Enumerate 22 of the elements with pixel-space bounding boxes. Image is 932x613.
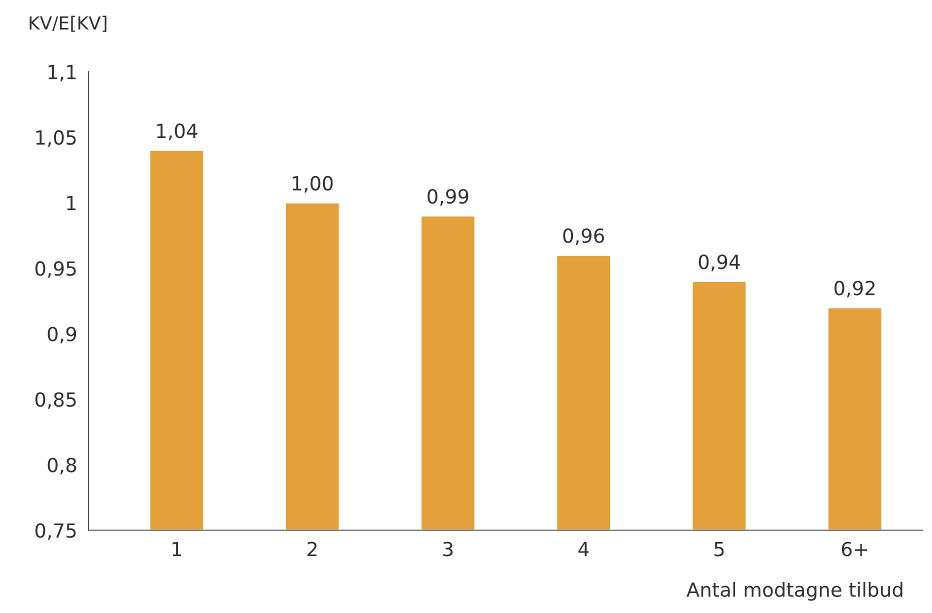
data-label: 0,92	[834, 280, 875, 298]
y-tick-label: 1,1	[48, 64, 76, 82]
x-tick-label: 4	[578, 542, 589, 556]
x-tick-label: 5	[714, 542, 724, 556]
y-tick-label: 0,95	[35, 261, 76, 278]
data-label: 0,94	[698, 254, 740, 272]
y-tick-label: 0,75	[35, 523, 76, 540]
y-axis-title: KV/E[KV]	[30, 16, 106, 32]
x-tick-label: 3	[443, 542, 453, 556]
x-tick-label: 1	[172, 542, 182, 556]
y-tick-label: 0,9	[48, 326, 76, 344]
data-label: 1,04	[157, 124, 198, 140]
y-tick-label: 1,05	[36, 130, 76, 147]
y-tick-label: 0,8	[48, 458, 76, 474]
data-label: 0,99	[428, 189, 468, 206]
x-axis-title: Antal modtagne tilbud	[686, 582, 902, 601]
x-tick-label: 2	[308, 542, 317, 556]
y-tick-label: 1	[67, 196, 76, 210]
data-label: 1,00	[292, 176, 333, 193]
x-tick-label: 6+	[842, 542, 868, 556]
y-tick-label: 0,85	[35, 392, 76, 409]
data-label: 0,96	[563, 228, 604, 246]
